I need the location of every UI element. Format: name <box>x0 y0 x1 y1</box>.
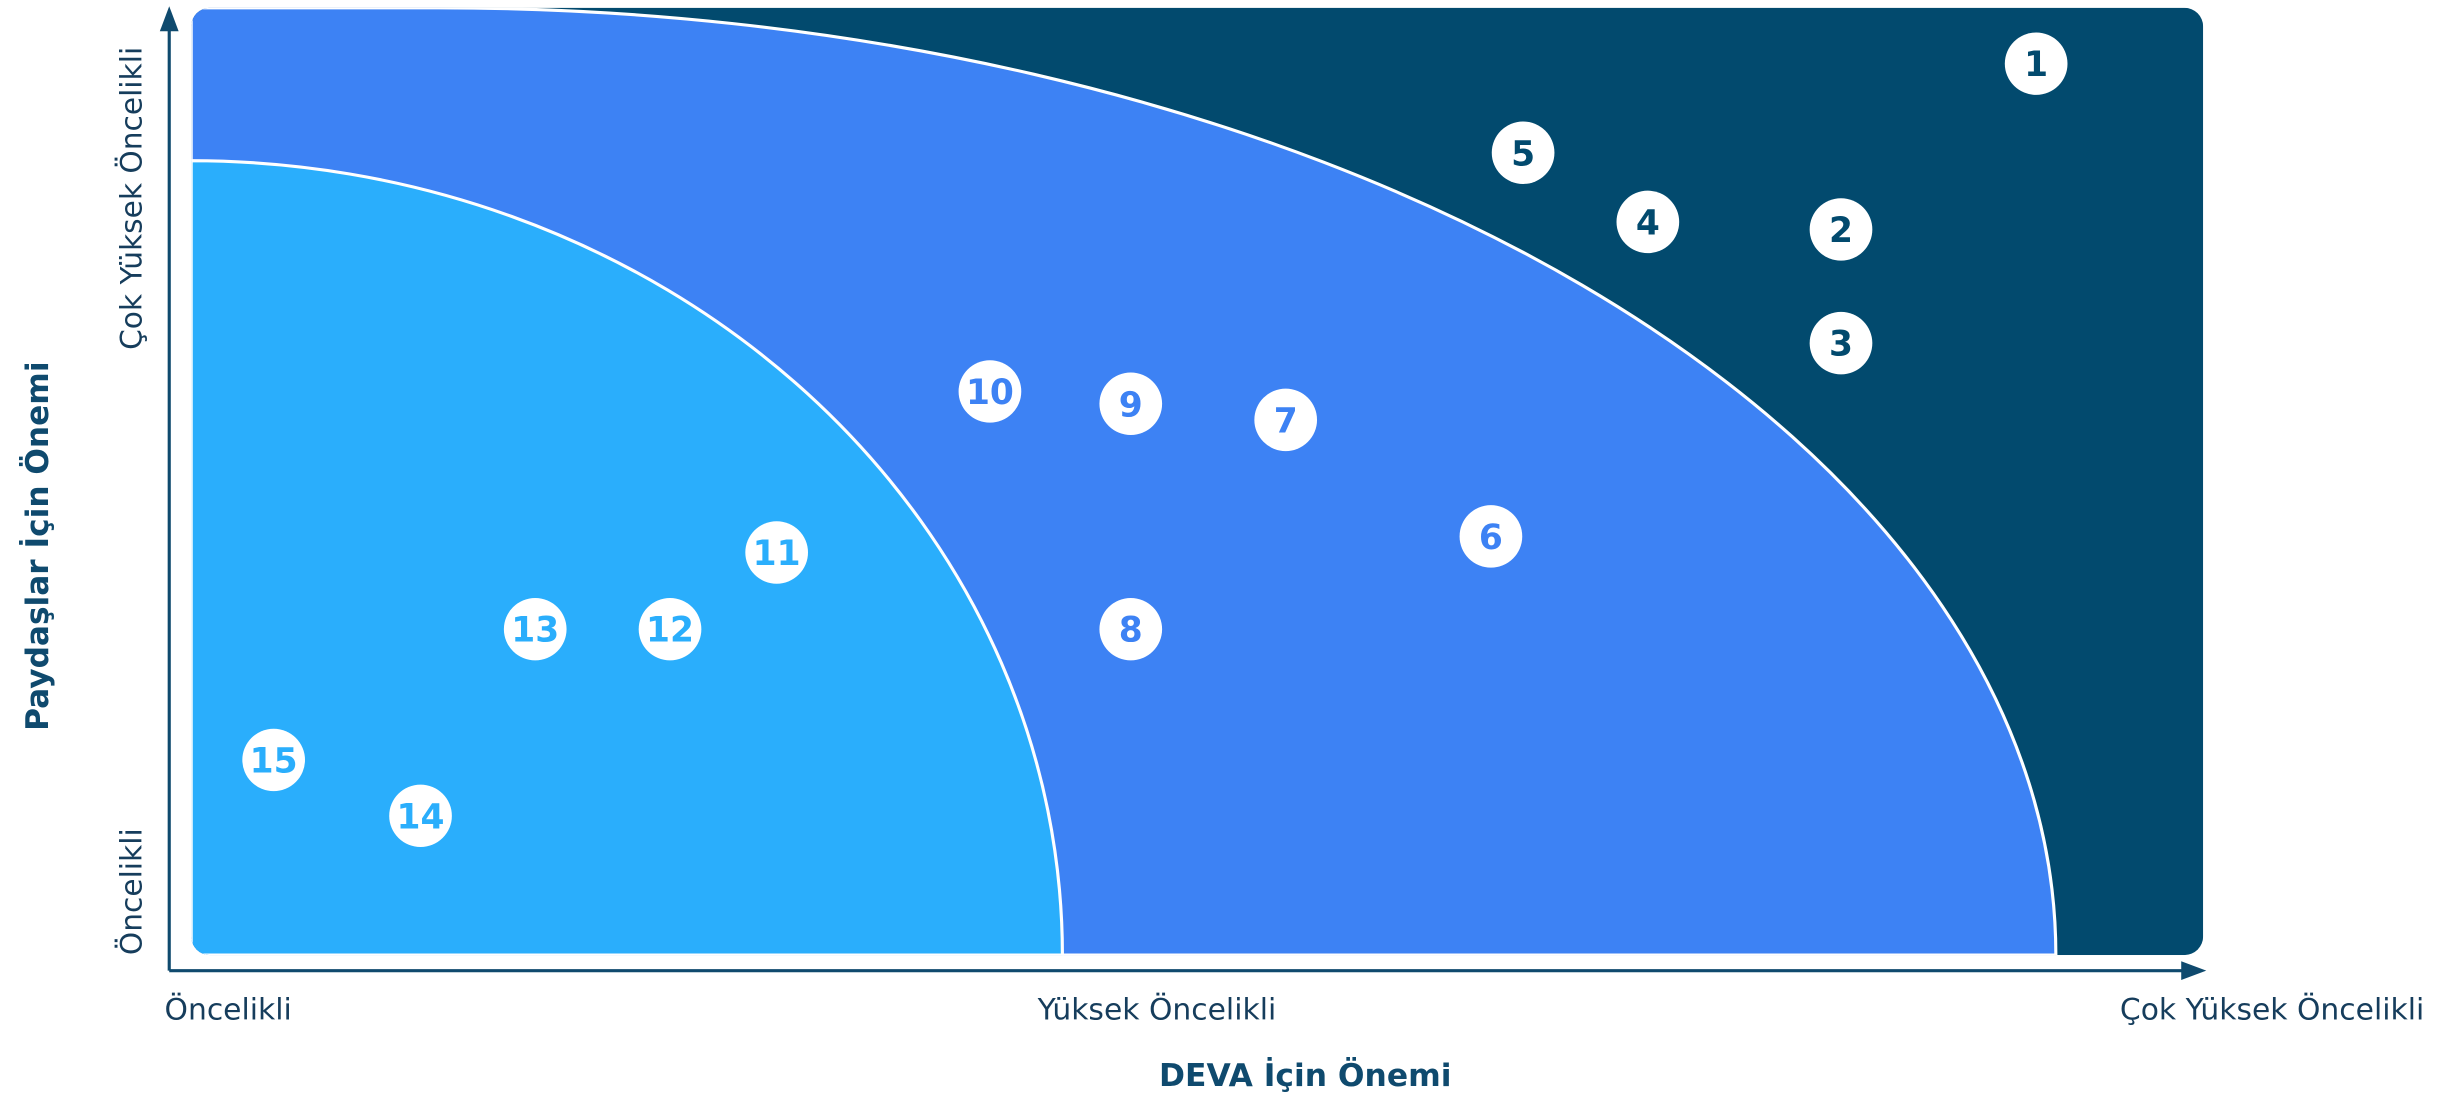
point <box>389 784 452 848</box>
point <box>1459 505 1523 568</box>
point <box>242 728 306 792</box>
point <box>1254 388 1318 452</box>
point <box>1099 597 1163 661</box>
point-label: 3 <box>1829 325 1853 365</box>
x-tick-label: Öncelikli <box>165 992 292 1028</box>
point-label: 1 <box>2024 45 2048 85</box>
point <box>503 597 567 661</box>
point-label: 9 <box>1119 385 1143 425</box>
point <box>745 521 808 584</box>
point <box>638 597 702 661</box>
point-label: 4 <box>1636 203 1660 243</box>
point <box>1616 190 1680 254</box>
point-label: 14 <box>397 797 445 837</box>
point-label: 6 <box>1479 518 1503 558</box>
point-label: 12 <box>646 611 694 651</box>
point <box>1809 311 1873 375</box>
point-label: 8 <box>1119 611 1143 651</box>
y-arrow <box>159 6 179 32</box>
point <box>1099 372 1163 435</box>
y-tick-label: Çok Yüksek Öncelikli <box>114 47 150 350</box>
x-arrow <box>2181 961 2207 981</box>
point <box>1491 121 1555 184</box>
y-tick-label: Öncelikli <box>114 828 150 955</box>
point <box>2004 32 2068 95</box>
point <box>1809 198 1873 261</box>
point-label: 13 <box>511 611 559 651</box>
x-axis-title: DEVA İçin Önemi <box>1159 1056 1451 1094</box>
point-label: 15 <box>250 742 298 782</box>
point-label: 11 <box>753 534 801 574</box>
point <box>958 360 1022 423</box>
zones <box>191 7 2204 956</box>
x-tick-label: Yüksek Öncelikli <box>1037 992 1277 1028</box>
point-label: 10 <box>966 373 1014 413</box>
point-label: 2 <box>1829 211 1853 251</box>
y-axis-title: Paydaşlar İçin Önemi <box>18 361 56 730</box>
axes <box>159 6 2207 981</box>
x-tick-label: Çok Yüksek Öncelikli <box>2120 992 2424 1028</box>
zone-priority <box>191 159 1064 956</box>
point-label: 5 <box>1511 134 1535 174</box>
point-label: 7 <box>1274 401 1298 441</box>
